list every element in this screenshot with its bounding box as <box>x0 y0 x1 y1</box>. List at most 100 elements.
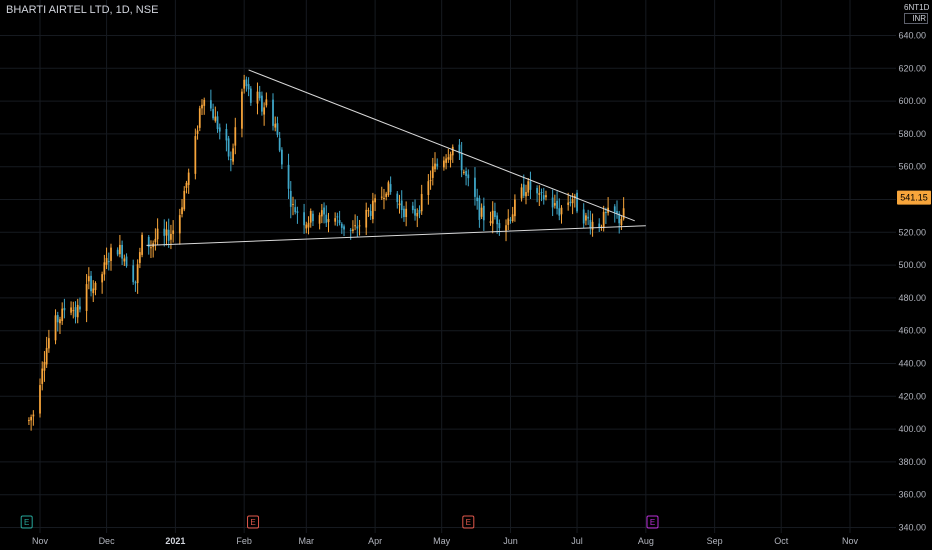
candle-body <box>183 190 186 210</box>
candle-body <box>585 215 587 221</box>
candle-body <box>41 368 44 384</box>
price-tick-label: 400.00 <box>898 424 926 434</box>
candle-body <box>103 262 106 275</box>
candle-body <box>447 157 450 160</box>
candle-body <box>558 208 561 216</box>
candlesticks <box>28 74 625 431</box>
candle-body <box>405 208 408 218</box>
time-tick-label: 2021 <box>165 536 185 546</box>
candle-body <box>505 225 507 231</box>
candle-body <box>389 184 392 192</box>
candle-body <box>63 307 66 311</box>
time-tick-label: Sep <box>707 536 723 546</box>
candle-body <box>209 100 212 109</box>
candle-body <box>178 215 181 234</box>
earnings-marker-box <box>646 515 659 529</box>
candle-body <box>289 190 292 207</box>
candle-body <box>467 174 470 179</box>
candle-body <box>427 181 430 196</box>
time-tick-label: Apr <box>368 536 382 546</box>
candle-body <box>187 172 190 185</box>
candle-body <box>400 200 403 211</box>
candle-body <box>116 249 119 255</box>
candle-body <box>525 192 527 197</box>
candle-body <box>28 420 30 422</box>
candle-body <box>232 148 234 162</box>
candle-body <box>227 138 230 157</box>
candle-body <box>70 307 72 313</box>
candle-body <box>352 229 354 231</box>
candle-body <box>194 136 197 174</box>
candle-body <box>365 209 368 228</box>
candle-body <box>79 306 81 310</box>
candle-body <box>571 199 574 204</box>
price-tick-label: 340.00 <box>898 523 926 533</box>
candle-body <box>576 192 578 212</box>
candle-body <box>107 261 110 263</box>
candle-body <box>538 193 541 195</box>
earnings-marker-box <box>462 515 475 529</box>
price-tick-label: 620.00 <box>898 63 926 73</box>
price-tick-label: 520.00 <box>898 227 926 237</box>
symbol-title: BHARTI AIRTEL LTD, 1D, NSE <box>6 4 159 16</box>
candle-body <box>150 247 152 249</box>
candle-body <box>201 104 203 109</box>
candle-body <box>496 215 499 225</box>
candle-body <box>136 264 139 284</box>
candle-body <box>414 208 416 216</box>
candle-body <box>480 207 483 217</box>
candle-body <box>216 116 219 129</box>
price-tick-label: 580.00 <box>898 129 926 139</box>
price-axis[interactable]: 340.00 360.00 380.00 400.00 420.00 440.00 460.… <box>898 31 926 533</box>
last-price-tag: 541.15 <box>897 190 931 205</box>
candle-body <box>369 210 372 216</box>
candle-body <box>243 79 246 89</box>
candle-body <box>616 211 618 214</box>
price-unit[interactable]: 6NT1D INR <box>904 3 929 24</box>
candle-body <box>542 195 545 200</box>
candle-body <box>449 154 452 161</box>
candle-body <box>245 79 248 87</box>
candle-body <box>323 207 325 215</box>
candle-body <box>522 184 525 196</box>
candle-body <box>478 197 481 220</box>
earnings-marker-label: E <box>650 518 655 527</box>
candle-body <box>520 187 523 199</box>
candle-body <box>261 95 263 112</box>
candle-body <box>385 193 388 197</box>
candle-body <box>582 209 585 224</box>
candle-body <box>320 210 323 217</box>
candle-body <box>32 414 35 417</box>
candle-body <box>309 210 312 223</box>
candle-body <box>509 219 512 221</box>
price-tick-label: 420.00 <box>898 391 926 401</box>
candle-body <box>312 213 314 222</box>
candle-body <box>403 208 405 218</box>
price-tick-label: 460.00 <box>898 326 926 336</box>
candle-body <box>249 88 252 103</box>
candle-body <box>340 223 343 228</box>
candle-body <box>61 308 64 321</box>
candle-body <box>94 282 97 291</box>
candle-body <box>613 206 616 213</box>
candle-body <box>411 205 414 211</box>
candle-body <box>545 195 547 198</box>
candle-body <box>383 197 385 200</box>
candle-body <box>387 182 390 195</box>
candle-body <box>567 202 570 205</box>
candle-body <box>138 252 141 263</box>
candle-body <box>172 230 175 234</box>
candle-body <box>134 282 137 284</box>
candle-body <box>429 180 432 182</box>
candle-body <box>443 160 445 168</box>
candle-body <box>105 258 108 265</box>
time-axis[interactable]: Nov Dec 2021 Feb Mar Apr May Jun Jul Aug Sep Oct Nov <box>32 536 859 546</box>
candle-body <box>540 191 543 193</box>
candle-body <box>336 216 339 218</box>
candle-body <box>292 203 294 205</box>
time-tick-label: Jul <box>571 536 583 546</box>
candle-body <box>72 310 75 312</box>
candle-body <box>511 214 514 222</box>
candle-body <box>212 109 214 119</box>
